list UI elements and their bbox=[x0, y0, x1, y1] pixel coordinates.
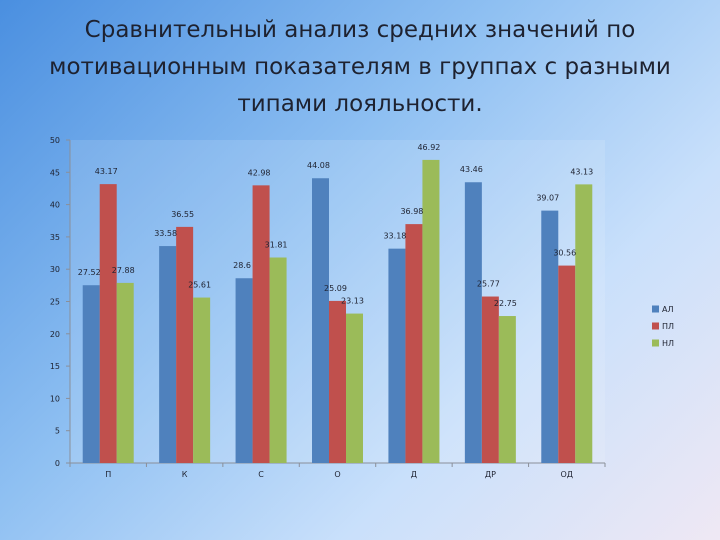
data-label: 23.13 bbox=[341, 297, 364, 306]
x-tick-label: ДР bbox=[485, 470, 496, 479]
y-tick-label: 0 bbox=[55, 459, 60, 468]
chart-title: Сравнительный анализ средних значений по… bbox=[49, 17, 671, 117]
bar-АЛ-Д bbox=[388, 248, 406, 463]
y-axis: 0 5 10 15 20 25 30 35 40 45 50 bbox=[50, 136, 71, 468]
bar-АЛ-П bbox=[82, 285, 100, 463]
data-label: 25.61 bbox=[188, 281, 211, 290]
data-label: 43.17 bbox=[95, 167, 118, 176]
y-tick-label: 20 bbox=[50, 330, 60, 339]
bar-НЛ-П bbox=[116, 282, 134, 463]
y-tick-label: 15 bbox=[50, 362, 60, 371]
data-label: 27.88 bbox=[112, 266, 135, 275]
y-tick-label: 5 bbox=[55, 427, 60, 436]
bar-АЛ-С bbox=[235, 278, 253, 463]
bar-АЛ-О bbox=[312, 178, 329, 463]
data-label: 36.98 bbox=[400, 207, 423, 216]
data-label: 31.81 bbox=[265, 241, 288, 250]
bar-АЛ-ОД bbox=[541, 210, 559, 463]
legend: АЛ ПЛ НЛ bbox=[652, 305, 674, 348]
bar-НЛ-ОД bbox=[575, 184, 593, 464]
y-tick-label: 10 bbox=[50, 394, 60, 403]
data-label: 25.77 bbox=[477, 280, 500, 289]
data-label: 30.56 bbox=[553, 249, 576, 258]
data-labels: 27.52 33.58 28.6 44.08 33.18 43.46 39.07 43.17 3… bbox=[78, 143, 593, 308]
bar-ПЛ-К bbox=[176, 226, 194, 463]
bar-НЛ-К bbox=[193, 297, 211, 463]
legend-swatch bbox=[652, 305, 659, 313]
bar-ПЛ-ДР bbox=[481, 296, 499, 463]
y-tick-label: 50 bbox=[50, 136, 60, 145]
data-label: 28.6 bbox=[233, 261, 251, 270]
x-axis: П К С О Д ДР ОД bbox=[69, 462, 606, 479]
x-tick-label: К bbox=[182, 470, 188, 479]
bar-ПЛ-П bbox=[99, 184, 117, 463]
legend-label: НЛ bbox=[662, 339, 674, 348]
bar-ПЛ-С bbox=[252, 185, 270, 464]
legend-label: ПЛ bbox=[662, 322, 674, 331]
data-label: 46.92 bbox=[417, 143, 440, 152]
y-tick-label: 25 bbox=[50, 298, 60, 307]
y-tick-label: 40 bbox=[50, 201, 60, 210]
data-label: 25.09 bbox=[324, 284, 347, 293]
data-label: 42.98 bbox=[248, 168, 271, 177]
bar-ПЛ-ОД bbox=[558, 265, 576, 463]
legend-swatch bbox=[652, 339, 659, 347]
data-label: 22.75 bbox=[494, 299, 517, 308]
x-tick-label: П bbox=[105, 470, 111, 479]
data-label: 27.52 bbox=[78, 268, 101, 277]
x-tick-label: Д bbox=[411, 470, 417, 479]
y-tick-label: 45 bbox=[50, 168, 60, 177]
x-tick-label: О bbox=[334, 470, 340, 479]
bar-АЛ-ДР bbox=[464, 182, 482, 463]
bar-ПЛ-О bbox=[329, 300, 346, 463]
bars bbox=[82, 159, 593, 464]
bar-ПЛ-Д bbox=[405, 224, 423, 463]
y-tick-label: 30 bbox=[50, 265, 60, 274]
data-label: 39.07 bbox=[536, 194, 559, 203]
data-label: 33.18 bbox=[383, 232, 406, 241]
bar-НЛ-ДР bbox=[498, 316, 516, 463]
x-tick-label: ОД bbox=[561, 470, 574, 479]
data-label: 43.46 bbox=[460, 165, 483, 174]
data-label: 36.55 bbox=[171, 210, 194, 219]
y-tick-label: 35 bbox=[50, 233, 60, 242]
x-tick-label: С bbox=[258, 470, 264, 479]
legend-swatch bbox=[652, 322, 659, 330]
data-label: 43.13 bbox=[570, 167, 593, 176]
data-label: 44.08 bbox=[307, 161, 330, 170]
bar-НЛ-Д bbox=[422, 159, 440, 464]
data-label: 33.58 bbox=[154, 229, 177, 238]
legend-label: АЛ bbox=[662, 305, 674, 314]
bar-АЛ-К bbox=[159, 246, 177, 463]
bar-НЛ-С bbox=[269, 257, 287, 463]
bar-НЛ-О bbox=[346, 313, 363, 463]
